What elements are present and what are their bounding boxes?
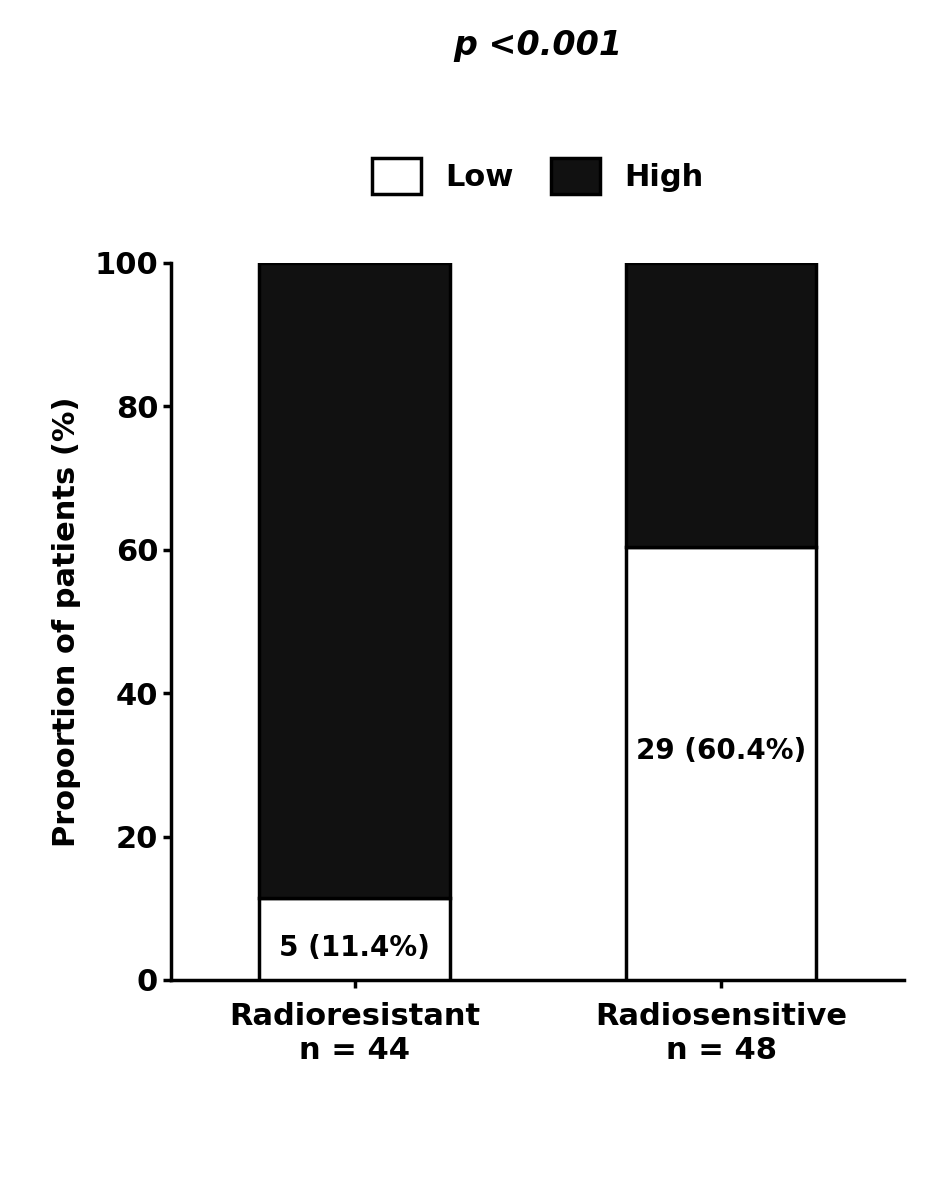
Bar (259, 899, 450, 980)
Bar (625, 547, 817, 980)
Text: p <0.001: p <0.001 (453, 29, 623, 62)
Text: 29 (60.4%): 29 (60.4%) (636, 737, 806, 765)
Y-axis label: Proportion of patients (%): Proportion of patients (%) (51, 397, 81, 846)
Legend: Low, High: Low, High (364, 149, 712, 203)
Text: 5 (11.4%): 5 (11.4%) (279, 934, 430, 962)
Bar (259, 263, 450, 899)
Bar (625, 263, 817, 547)
